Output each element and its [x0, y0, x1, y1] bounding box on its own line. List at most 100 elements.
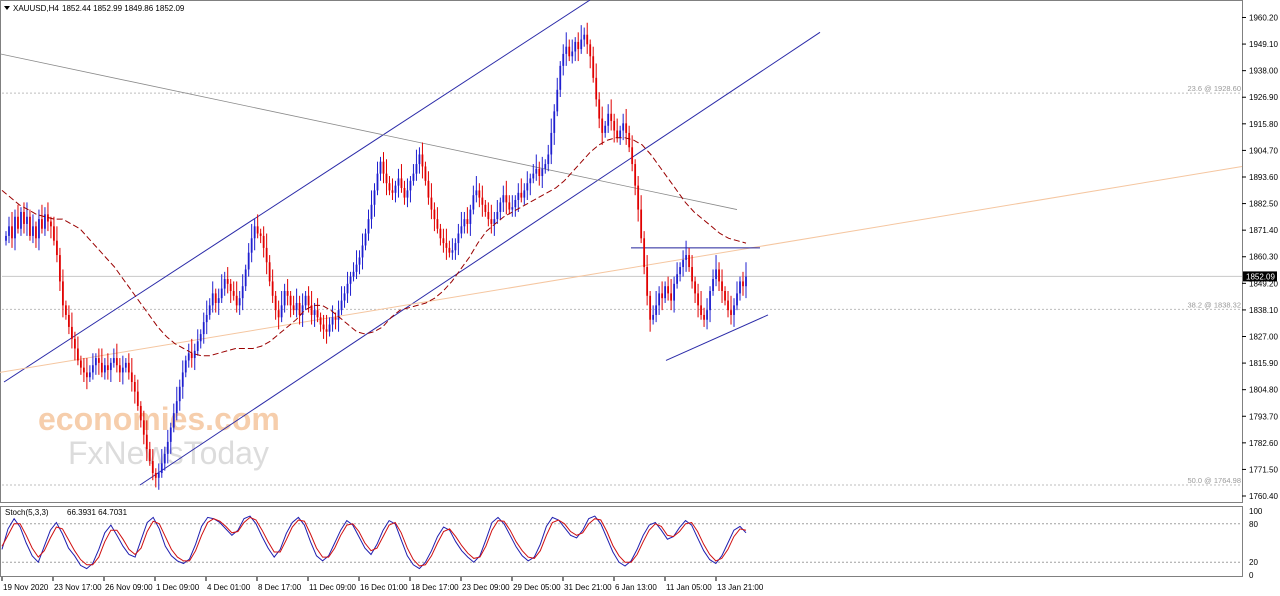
candle-body: [26, 216, 28, 224]
candle-body: [100, 362, 103, 373]
candle-body: [562, 53, 565, 66]
candle-body: [577, 41, 580, 50]
candle-body: [103, 365, 106, 373]
candle-body: [538, 168, 541, 177]
candle-body: [35, 226, 37, 239]
candle-body: [688, 255, 690, 268]
time-tick-label: 6 Jan 13:00: [615, 583, 657, 592]
candle-body: [625, 123, 628, 133]
candle-body: [208, 305, 211, 315]
candle-body: [439, 228, 442, 239]
candle-body: [721, 281, 723, 291]
candle-body: [217, 298, 220, 303]
candle-body: [433, 209, 436, 220]
candle-body: [598, 99, 601, 119]
candle-body: [601, 118, 604, 133]
candle-body: [77, 348, 79, 361]
candle-body: [685, 255, 687, 260]
candle-body: [130, 372, 133, 383]
candle-body: [745, 276, 747, 287]
candle-body: [694, 281, 696, 294]
candle-body: [466, 219, 469, 224]
candle-body: [418, 154, 421, 165]
candle-body: [289, 295, 292, 306]
candle-body: [715, 269, 717, 280]
candle-body: [574, 41, 577, 52]
candle-body: [604, 125, 607, 133]
stochastic-panel: 100 80 20 0: [1, 507, 1263, 580]
candle-body: [68, 314, 70, 327]
candle-body: [385, 173, 388, 184]
candle-body: [322, 324, 325, 330]
candle-body: [310, 305, 313, 315]
candle-body: [50, 221, 52, 227]
candle-body: [526, 183, 529, 191]
candle-body: [268, 262, 271, 282]
chart-header: XAUUSD,H4 1852.44 1852.99 1849.86 1852.0…: [4, 4, 185, 517]
candle-body: [442, 238, 445, 244]
candle-body: [691, 267, 693, 282]
candle-body: [514, 199, 517, 208]
candle-body: [451, 250, 454, 253]
candle-body: [496, 211, 499, 220]
candle-body: [565, 46, 568, 54]
candle-body: [244, 269, 247, 287]
candle-body: [331, 317, 334, 325]
candle-body: [115, 358, 118, 366]
candle-body: [493, 219, 496, 224]
candle-body: [346, 283, 349, 294]
candle-body: [97, 358, 100, 363]
candle-body: [499, 202, 502, 212]
candle-body: [274, 295, 277, 311]
candles: [5, 22, 747, 490]
candle-body: [556, 89, 559, 112]
candle-body: [448, 247, 451, 253]
candle-body: [211, 293, 214, 306]
candle-body: [112, 358, 115, 363]
candle-body: [295, 302, 298, 311]
candle-body: [80, 360, 82, 368]
candle-body: [181, 372, 184, 387]
candle-body: [82, 367, 85, 373]
candle-body: [730, 310, 732, 315]
candle-body: [109, 362, 112, 371]
candle-body: [32, 226, 34, 236]
price-tick-label: 1926.90: [1249, 93, 1278, 102]
candle-body: [616, 130, 619, 138]
long-support-line: [0, 165, 1243, 373]
stoch-label: Stoch(5,3,3): [5, 508, 49, 517]
chart-menu-triangle-icon[interactable]: [4, 6, 10, 10]
candle-body: [166, 441, 169, 454]
candle-body: [457, 233, 460, 244]
price-tick-label: 1960.20: [1249, 13, 1278, 22]
candle-body: [8, 226, 10, 236]
price-tick-label: 1760.40: [1249, 492, 1278, 501]
candle-body: [697, 293, 699, 306]
candle-body: [523, 190, 526, 198]
candle-body: [388, 183, 391, 191]
candle-body: [151, 461, 154, 474]
stoch-tick-label: 20: [1249, 558, 1258, 567]
candle-body: [325, 329, 328, 332]
candle-body: [145, 434, 148, 450]
price-tick-label: 1804.80: [1249, 386, 1278, 395]
candle-body: [148, 449, 151, 462]
candle-body: [256, 226, 259, 234]
candle-body: [658, 293, 661, 306]
candle-body: [223, 279, 226, 289]
candle-body: [65, 305, 67, 315]
candle-body: [508, 202, 511, 210]
candle-body: [649, 295, 652, 320]
candle-body: [277, 310, 280, 318]
candle-body: [59, 255, 61, 282]
candle-body: [679, 267, 681, 275]
candle-body: [23, 211, 25, 224]
candle-body: [475, 190, 478, 196]
candle-body: [199, 334, 202, 342]
trendlines: [0, 0, 1243, 486]
candle-body: [214, 293, 217, 303]
candle-body: [292, 305, 295, 311]
candle-body: [71, 326, 73, 339]
candle-body: [550, 132, 553, 155]
